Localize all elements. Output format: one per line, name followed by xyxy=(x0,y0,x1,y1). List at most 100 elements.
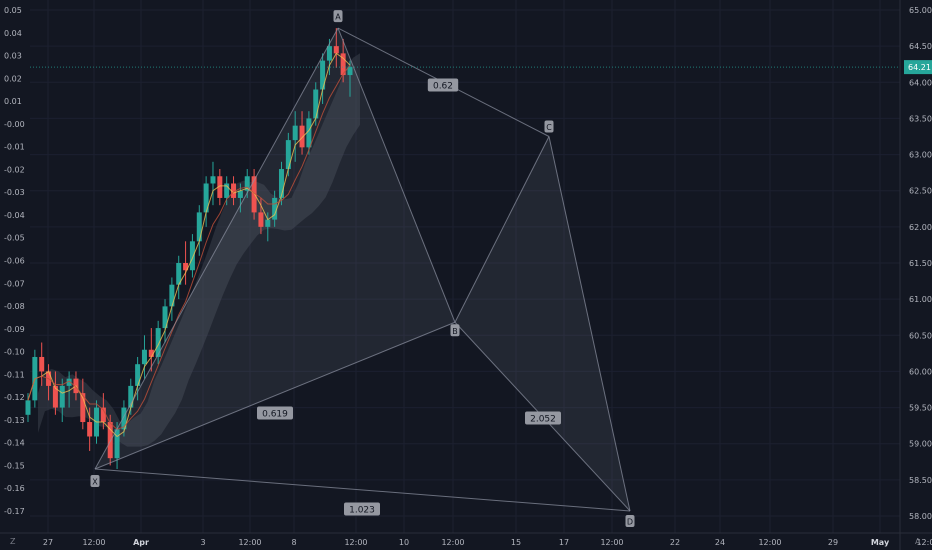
ratio-label[interactable]: 1.023 xyxy=(344,502,380,516)
right-axis-tick: 61.50 xyxy=(909,259,932,268)
candle-body xyxy=(148,349,154,357)
candle-body xyxy=(135,364,141,386)
current-price-label: 64.21 xyxy=(30,60,932,75)
ratio-label[interactable]: 0.619 xyxy=(257,406,293,420)
point-label-box xyxy=(90,475,100,488)
point-label-x[interactable]: X xyxy=(90,475,100,488)
leg-xa[interactable] xyxy=(94,27,339,470)
left-axis-tick: 0.01 xyxy=(4,97,22,106)
left-axis-tick: 0.04 xyxy=(4,29,22,38)
left-axis-tick: -0.03 xyxy=(4,188,25,197)
time-axis-tick: 12:00 xyxy=(600,538,623,547)
cloud-band xyxy=(38,53,360,447)
candle-body xyxy=(347,67,353,76)
svg-text:Z: Z xyxy=(10,537,16,546)
candle-body xyxy=(183,263,189,271)
left-axis-tick: -0.14 xyxy=(4,439,25,448)
candle-body xyxy=(340,53,346,76)
right-axis-tick: 63.00 xyxy=(909,151,932,160)
left-axis-tick: -0.05 xyxy=(4,234,25,243)
candle-body xyxy=(162,306,168,329)
ratio-label-box xyxy=(257,406,293,420)
point-label-a[interactable]: A xyxy=(333,10,343,23)
left-axis-tick: 0.02 xyxy=(4,74,22,83)
time-axis-tick: 12:00 xyxy=(916,538,932,547)
left-axis-tick: -0.15 xyxy=(4,461,25,470)
left-axis: 0.05 0.04 0.03 0.02 0.01 -0.00 -0.01 -0.02 -0.03… xyxy=(4,6,25,516)
candle-body xyxy=(237,190,243,198)
candle-body xyxy=(265,219,271,227)
candle-body xyxy=(39,356,45,372)
right-axis-tick: 65.00 xyxy=(909,6,932,15)
time-axis-tick: 24 xyxy=(715,538,725,547)
candle-body xyxy=(107,422,113,459)
candle-body xyxy=(313,89,319,119)
right-axis-tick: 62.50 xyxy=(909,187,932,196)
time-axis-tick: 12:00 xyxy=(441,538,464,547)
candle-body xyxy=(25,400,31,415)
time-axis[interactable]: 27 12:00 Apr 3 12:00 8 12:00 10 12:00 15 17 12:00 22… xyxy=(43,538,932,547)
time-axis-tick: 15 xyxy=(511,538,521,547)
leg-ab[interactable] xyxy=(337,27,456,323)
time-axis-tick: 12:00 xyxy=(344,538,367,547)
moving-average-fast xyxy=(27,52,351,438)
left-axis-tick: -0.11 xyxy=(4,370,25,379)
candlesticks xyxy=(25,28,353,470)
current-price-text: 64.21 xyxy=(908,63,931,72)
candle-body xyxy=(114,429,120,459)
left-axis-tick: -0.16 xyxy=(4,484,25,493)
right-axis-tick: 58.00 xyxy=(909,512,932,521)
time-axis-tick: 17 xyxy=(559,538,569,547)
ratio-label-text: 1.023 xyxy=(349,506,375,516)
ratio-label-text: 0.62 xyxy=(433,82,453,92)
point-label-b[interactable]: B xyxy=(450,324,460,337)
candle-body xyxy=(100,407,106,423)
time-axis-tick: 12:00 xyxy=(758,538,781,547)
ratio-label-text: 2.052 xyxy=(530,415,556,425)
candle-body xyxy=(141,349,147,365)
time-axis-tick: 12:00 xyxy=(82,538,105,547)
leg-bc[interactable] xyxy=(454,136,550,323)
candle-body xyxy=(285,140,291,170)
left-axis-tick: -0.07 xyxy=(4,279,25,288)
bottom-right-a-icon[interactable]: A xyxy=(915,537,921,546)
left-axis-tick: -0.13 xyxy=(4,416,25,425)
ratio-labels: 0.62 0.619 2.052 1.023 xyxy=(257,78,561,516)
candle-body xyxy=(66,378,72,386)
left-axis-tick: 0.03 xyxy=(4,52,22,61)
ratio-label[interactable]: 2.052 xyxy=(525,411,561,425)
right-axis-tick: 58.50 xyxy=(909,476,932,485)
svg-text:A: A xyxy=(915,537,921,546)
leg-xb[interactable] xyxy=(94,321,456,470)
left-axis-tick: -0.02 xyxy=(4,165,25,174)
bottom-left-z-icon[interactable]: Z xyxy=(10,537,16,546)
candle-body xyxy=(203,183,209,213)
left-axis-tick: -0.04 xyxy=(4,211,25,220)
leg-xd[interactable] xyxy=(94,468,631,512)
candle-body xyxy=(244,176,250,191)
candle-body xyxy=(196,212,202,242)
time-axis-tick: 27 xyxy=(43,538,53,547)
candle-body xyxy=(217,176,223,198)
right-axis[interactable]: 65.00 64.50 64.00 63.50 63.00 62.50 62.00 61.50… xyxy=(909,6,932,521)
right-axis-tick: 64.50 xyxy=(909,42,932,51)
ratio-label-text: 0.619 xyxy=(262,410,288,420)
time-axis-tick: 8 xyxy=(291,538,296,547)
left-axis-tick: 0.05 xyxy=(4,6,22,15)
candle-body xyxy=(87,422,93,437)
ratio-label-box xyxy=(525,411,561,425)
candle-body xyxy=(52,385,58,408)
point-label-d[interactable]: D xyxy=(625,514,635,527)
point-label-text: C xyxy=(546,123,552,132)
point-label-text: B xyxy=(452,327,458,336)
triangle-bcd xyxy=(455,136,630,511)
price-cloud xyxy=(38,53,360,447)
time-axis-tick: May xyxy=(871,538,890,547)
ratio-label[interactable]: 0.62 xyxy=(427,78,459,92)
leg-cd[interactable] xyxy=(548,136,631,512)
point-label-c[interactable]: C xyxy=(544,120,554,133)
point-label-text: X xyxy=(92,478,98,487)
